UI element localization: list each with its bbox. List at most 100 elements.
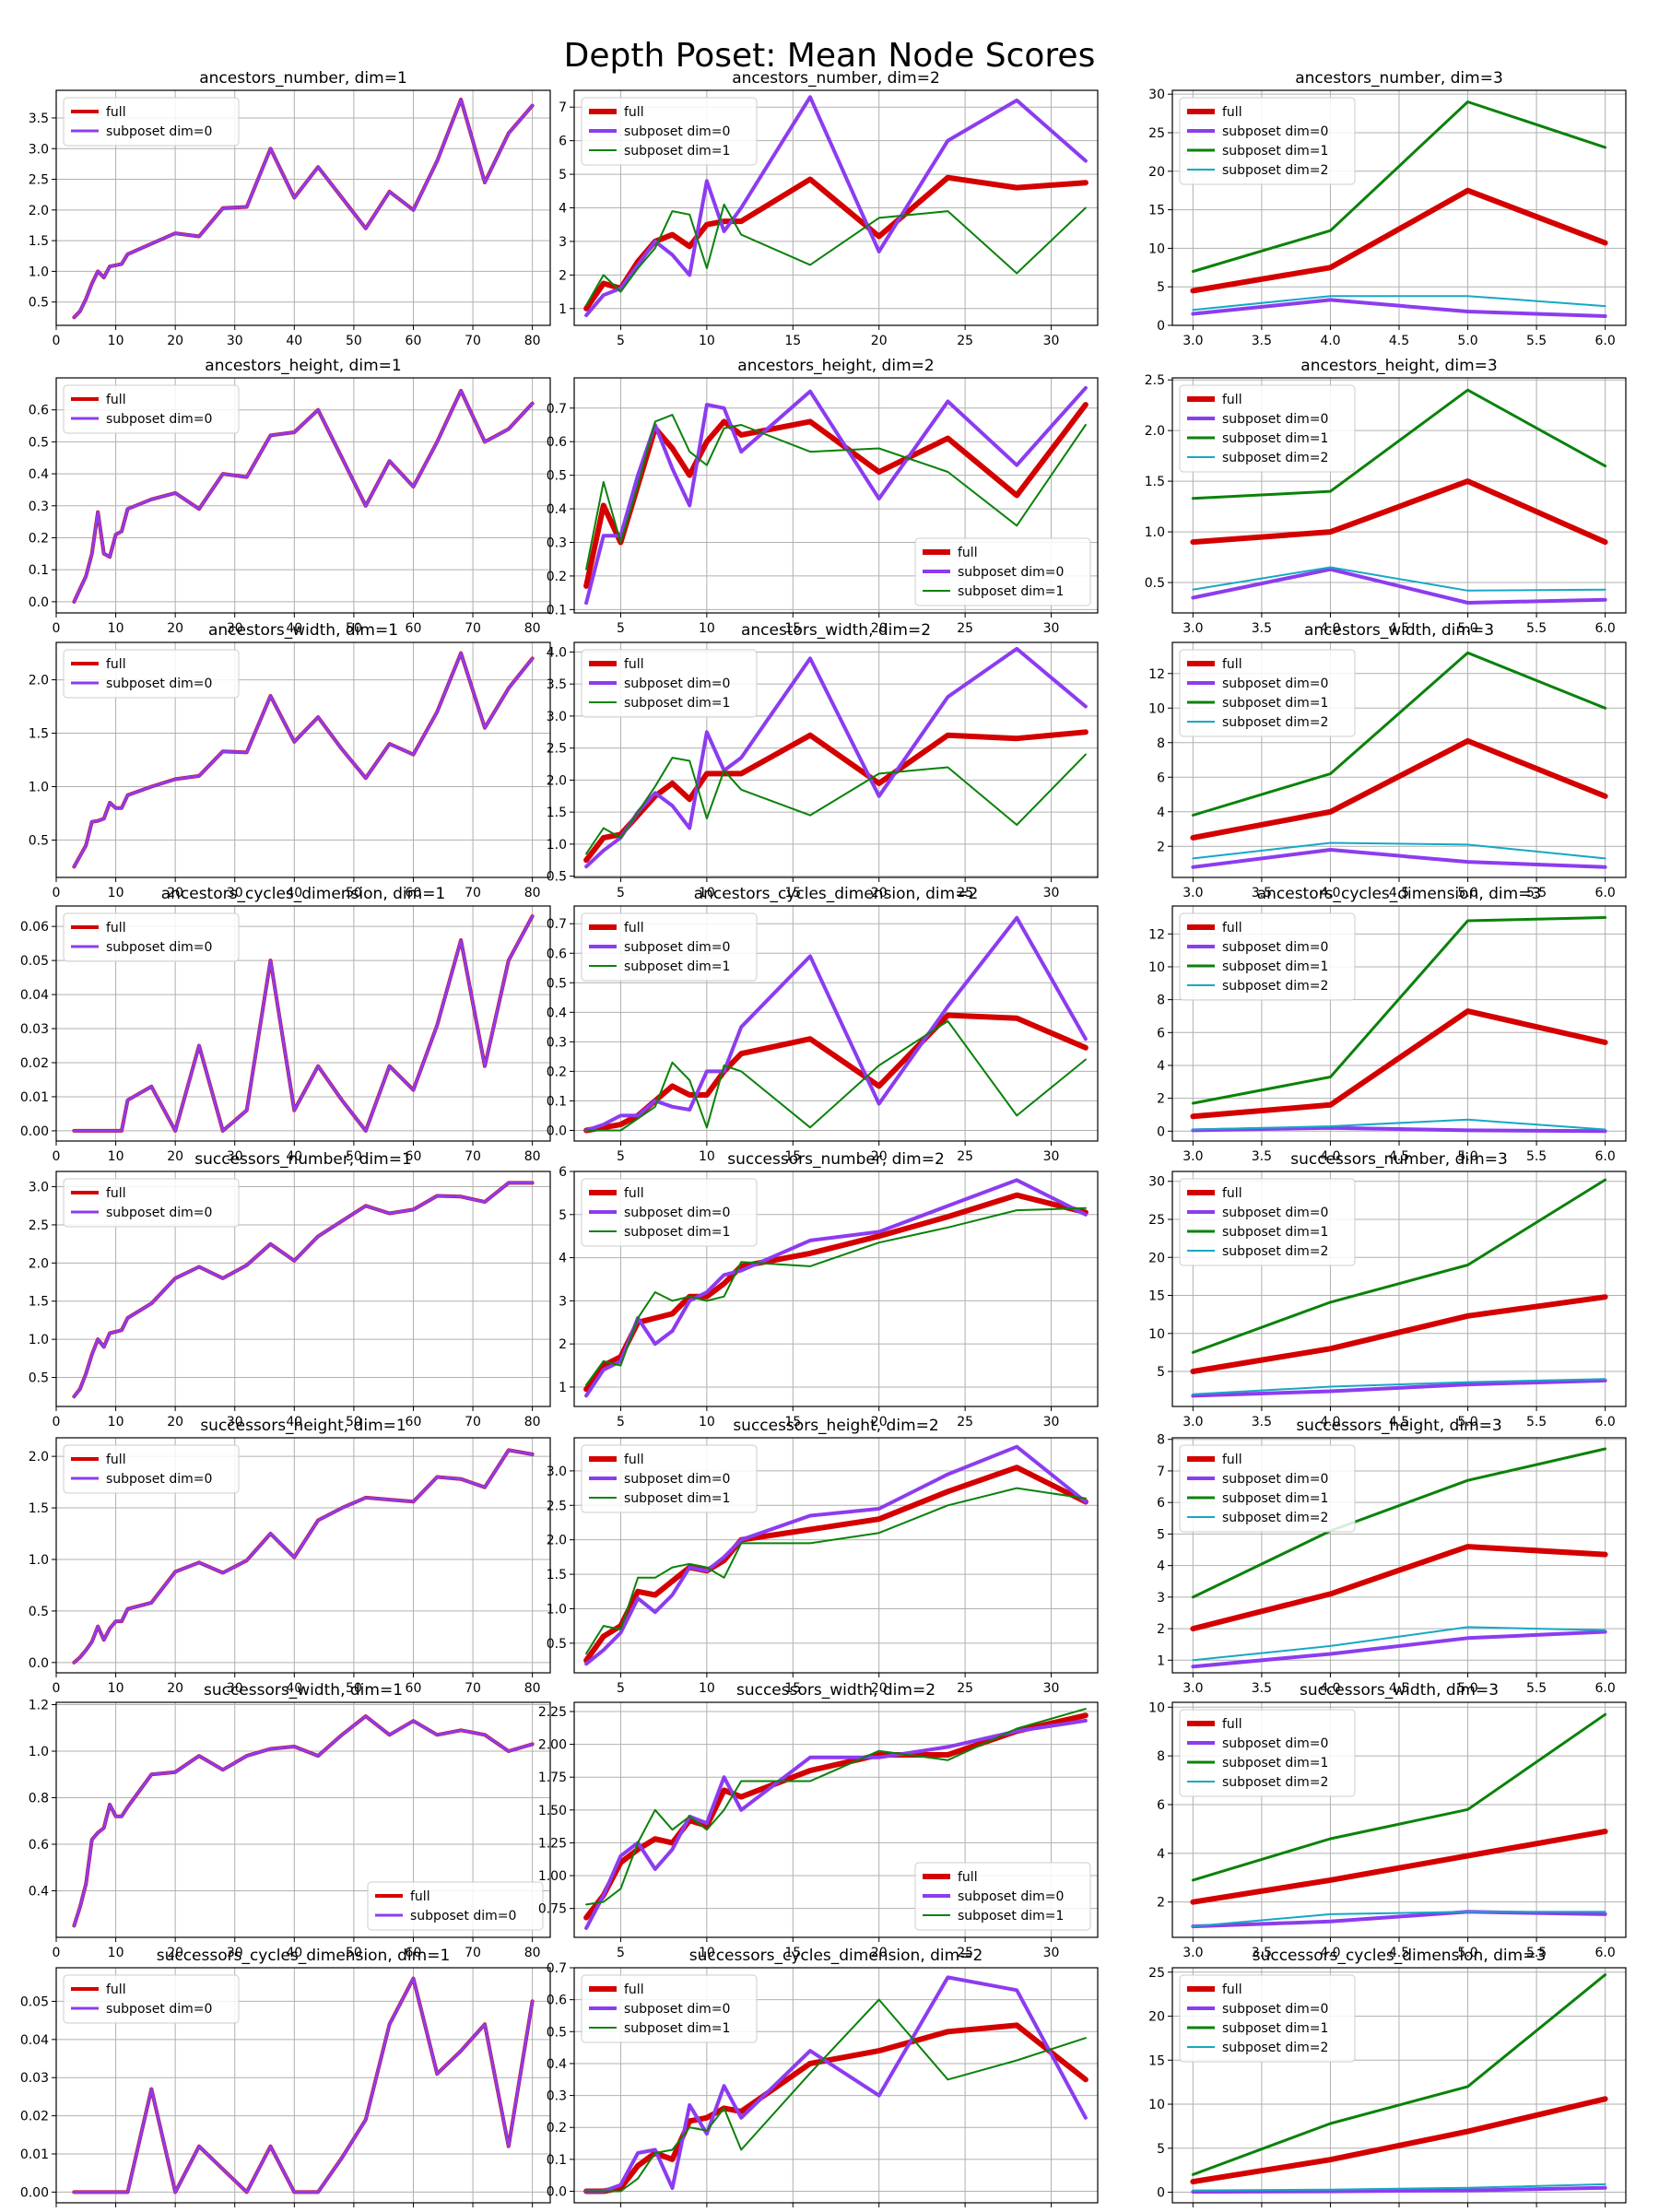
y-tick-label: 0.6 xyxy=(29,404,49,418)
x-tick-label: 4.5 xyxy=(1389,621,1409,636)
x-tick-label: 20 xyxy=(871,1681,888,1696)
x-tick-label: 60 xyxy=(406,1149,422,1164)
y-tick-label: 0.02 xyxy=(20,2110,49,2124)
x-tick-label: 4.5 xyxy=(1389,886,1409,900)
legend-label: subposet dim=2 xyxy=(1222,715,1328,730)
legend-box xyxy=(63,912,240,962)
legend-label: full xyxy=(106,393,126,407)
series-line-subposet-dim-0 xyxy=(72,652,535,868)
subplot-21: successors_width, dim=3 3.0 3.5 4.0 4.5 5.0 5.… xyxy=(1148,1681,1627,1960)
series-line-subposet-dim-1 xyxy=(585,1708,1087,1906)
y-tick-label: 0.8 xyxy=(29,1792,49,1806)
legend-label: subposet dim=0 xyxy=(1222,2002,1328,2017)
legend-label: subposet dim=0 xyxy=(106,677,212,691)
x-tick-label: 20 xyxy=(167,886,183,900)
x-tick-label: 10 xyxy=(699,621,715,636)
x-tick-label: 25 xyxy=(957,886,973,900)
legend-box xyxy=(581,1444,758,1513)
x-tick-label: 80 xyxy=(524,886,541,900)
series-line-subposet-dim-1 xyxy=(1191,388,1607,500)
x-tick-label: 40 xyxy=(286,621,302,636)
y-tick-label: 1.5 xyxy=(547,806,567,820)
legend-label: full xyxy=(624,1186,644,1201)
x-tick-label: 5.5 xyxy=(1526,1681,1547,1696)
series-line-subposet-dim-2 xyxy=(1192,2183,1606,2192)
x-tick-label: 5.5 xyxy=(1526,1946,1547,1960)
legend-box xyxy=(63,1974,240,2024)
x-tick-label: 80 xyxy=(524,334,541,348)
series-line-full xyxy=(583,2022,1088,2194)
x-tick-label: 25 xyxy=(957,334,973,348)
x-tick-label: 20 xyxy=(167,621,183,636)
legend-label: subposet dim=0 xyxy=(106,940,212,955)
subplot-title: successors_height, dim=1 xyxy=(200,1417,406,1435)
y-tick-label: 0.6 xyxy=(547,1994,567,2008)
plot-frame xyxy=(55,1701,551,1938)
x-tick-label: 60 xyxy=(406,334,422,348)
x-tick-label: 70 xyxy=(465,334,481,348)
series-line-subposet-dim-1 xyxy=(585,1206,1087,1386)
legend-box xyxy=(63,384,240,434)
x-tick-label: 30 xyxy=(227,334,243,348)
legend-label: subposet dim=1 xyxy=(958,584,1064,599)
series-line-subposet-dim-1 xyxy=(585,753,1087,855)
y-tick-label: 2.25 xyxy=(538,1705,567,1720)
subplot-9: ancestors_width, dim=3 3.0 3.5 4.0 4.5 5.0 5.5… xyxy=(1148,621,1627,900)
legend-label: full xyxy=(106,657,126,672)
legend-label: full xyxy=(1222,921,1242,935)
x-tick-label: 10 xyxy=(699,1149,715,1164)
series-line-full xyxy=(1190,2096,1608,2185)
x-tick-label: 10 xyxy=(108,1946,124,1960)
plot-frame xyxy=(573,1701,1099,1938)
y-tick-label: 8 xyxy=(1157,1749,1165,1764)
y-tick-label: 0.2 xyxy=(547,1065,567,1079)
x-tick-label: 30 xyxy=(1043,1149,1060,1164)
y-tick-label: 6 xyxy=(1157,1026,1165,1041)
x-tick-label: 3.5 xyxy=(1252,334,1272,348)
legend-label: full xyxy=(106,1186,126,1201)
x-tick-label: 60 xyxy=(406,886,422,900)
subplot-title: ancestors_width, dim=2 xyxy=(741,621,931,640)
y-tick-label: 5 xyxy=(1157,1365,1165,1380)
y-tick-label: 10 xyxy=(1148,241,1165,256)
legend-label: full xyxy=(624,105,644,120)
series-line-full xyxy=(1190,1544,1608,1632)
x-tick-label: 80 xyxy=(524,1681,541,1696)
y-tick-label: 30 xyxy=(1148,88,1165,102)
series-line-subposet-dim-0 xyxy=(1191,1910,1607,1929)
y-tick-label: 0.5 xyxy=(547,976,567,991)
legend-label: full xyxy=(1222,1453,1242,1467)
y-tick-label: 10 xyxy=(1148,960,1165,975)
y-tick-label: 0 xyxy=(1157,1124,1165,1139)
legend-label: subposet dim=2 xyxy=(1222,1775,1328,1790)
subplot-title: ancestors_number, dim=1 xyxy=(199,69,407,88)
x-tick-label: 25 xyxy=(957,621,973,636)
series-line-subposet-dim-0 xyxy=(584,385,1088,606)
legend: full subposet dim=0 subposet dim=1 subposet… xyxy=(1179,1178,1356,1266)
series-line-full xyxy=(1190,1294,1608,1374)
x-tick-label: 30 xyxy=(227,621,243,636)
x-tick-label: 5 xyxy=(617,1415,625,1430)
plot-frame xyxy=(573,89,1099,326)
plot-frame xyxy=(55,641,551,878)
plot-frame xyxy=(55,905,551,1142)
legend: full subposet dim=0 subposet dim=1 xyxy=(581,97,758,166)
legend-label: subposet dim=0 xyxy=(958,1889,1064,1904)
y-tick-label: 2.00 xyxy=(538,1738,567,1753)
y-tick-label: 0.00 xyxy=(20,2185,49,2200)
x-tick-label: 25 xyxy=(957,1946,973,1960)
subplot-22: successors_cycles_dimension, dim=1 0 10 20 3… xyxy=(20,1947,551,2212)
x-tick-label: 5.0 xyxy=(1457,1415,1477,1430)
x-tick-label: 15 xyxy=(784,886,801,900)
subplot-title: successors_height, dim=3 xyxy=(1296,1417,1501,1435)
y-tick-label: 2 xyxy=(559,1337,567,1352)
y-tick-label: 0 xyxy=(1157,2186,1165,2201)
x-tick-label: 3.5 xyxy=(1252,1149,1272,1164)
y-tick-label: 4 xyxy=(1157,1559,1165,1574)
series-line-full xyxy=(1190,1008,1608,1120)
subplot-2: ancestors_number, dim=2 5 10 15 20 25 30 1 2 3 4 5 6… xyxy=(559,69,1099,348)
y-tick-label: 0.01 xyxy=(20,2147,49,2162)
x-tick-label: 80 xyxy=(524,1415,541,1430)
y-tick-label: 20 xyxy=(1148,2010,1165,2025)
legend: full subposet dim=0 subposet dim=1 subposet… xyxy=(1179,649,1356,737)
